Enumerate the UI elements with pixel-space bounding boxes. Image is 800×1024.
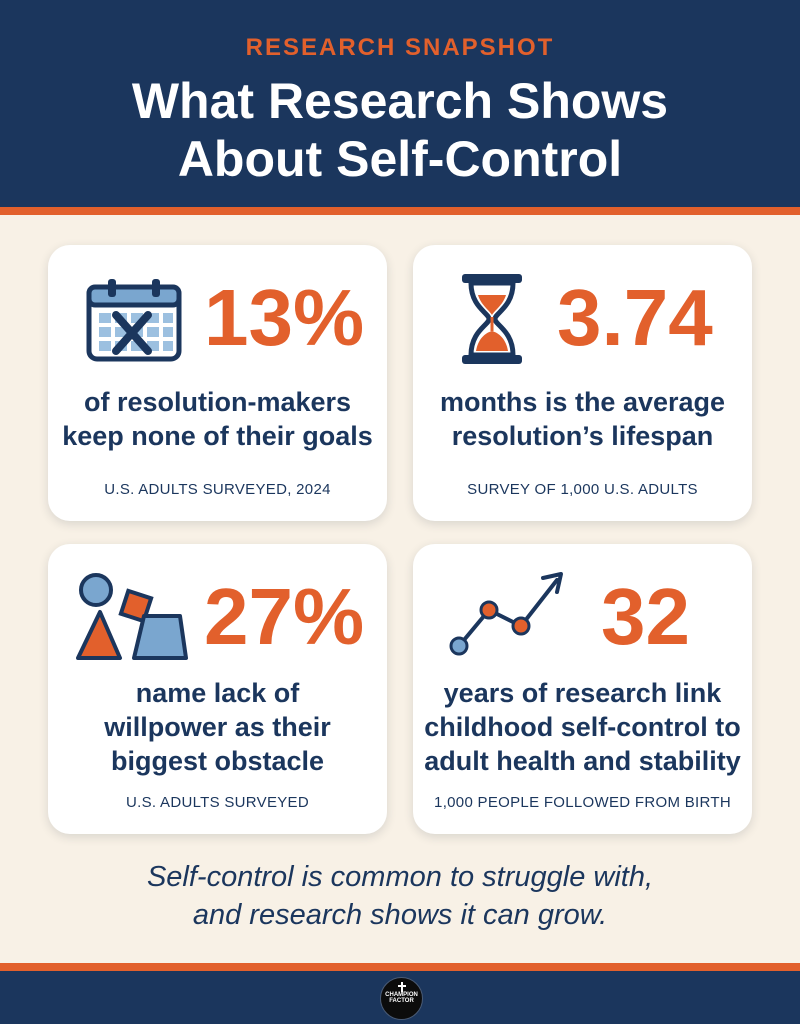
- desc-line: willpower as their: [104, 712, 331, 742]
- eyebrow-label: RESEARCH SNAPSHOT: [245, 34, 555, 61]
- desc-line: biggest obstacle: [110, 746, 325, 776]
- header-banner: RESEARCH SNAPSHOT What Research Shows Ab…: [0, 0, 800, 207]
- calendar-x-icon: [86, 279, 182, 362]
- brand-logo: CHAMPION FACTOR: [380, 977, 423, 1020]
- footer-divider: [0, 963, 800, 971]
- desc-line: keep none of their goals: [62, 421, 373, 451]
- stat-description: months is the average resolution’s lifes…: [423, 385, 742, 453]
- desc-line: resolution’s lifespan: [451, 421, 714, 451]
- stat-source: SURVEY OF 1,000 U.S. ADULTS: [467, 481, 698, 498]
- header-divider: [0, 207, 800, 215]
- shapes-icon: [76, 573, 188, 660]
- stat-source: U.S. ADULTS SURVEYED: [126, 794, 309, 811]
- tagline: Self-control is common to struggle with,…: [0, 858, 800, 934]
- trend-up-icon: [449, 572, 563, 656]
- stat-value: 32: [601, 572, 690, 661]
- logo-text: CHAMPION FACTOR: [385, 992, 418, 1004]
- title-line-2: About Self-Control: [177, 131, 623, 187]
- stat-card-willpower: 27% name lack of willpower as their bigg…: [48, 544, 387, 834]
- stat-description: name lack of willpower as their biggest …: [58, 676, 377, 778]
- stat-card-research-years: 32 years of research link childhood self…: [413, 544, 752, 834]
- page-title: What Research Shows About Self-Control: [0, 72, 800, 188]
- stat-description: years of research link childhood self-co…: [423, 676, 742, 778]
- stat-card-resolution-lifespan: 3.74 months is the average resolution’s …: [413, 245, 752, 521]
- tagline-line: and research shows it can grow.: [192, 899, 608, 931]
- desc-line: of resolution-makers: [83, 387, 352, 417]
- desc-line: name lack of: [135, 678, 300, 708]
- stat-source: 1,000 PEOPLE FOLLOWED FROM BIRTH: [434, 794, 731, 811]
- stat-value: 13%: [204, 273, 365, 362]
- stat-value: 27%: [204, 572, 365, 661]
- hourglass-icon: [462, 274, 522, 364]
- title-line-1: What Research Shows: [131, 73, 669, 129]
- desc-line: months is the average: [439, 387, 726, 417]
- desc-line: adult health and stability: [424, 746, 741, 776]
- tagline-line: Self-control is common to struggle with,: [146, 861, 654, 893]
- stat-card-resolution-keepers: 13% of resolution-makers keep none of th…: [48, 245, 387, 521]
- cross-icon: [398, 982, 406, 992]
- desc-line: years of research link: [443, 678, 722, 708]
- stat-value: 3.74: [557, 273, 713, 362]
- desc-line: childhood self-control to: [424, 712, 741, 742]
- stat-description: of resolution-makers keep none of their …: [58, 385, 377, 453]
- stat-source: U.S. ADULTS SURVEYED, 2024: [104, 481, 331, 498]
